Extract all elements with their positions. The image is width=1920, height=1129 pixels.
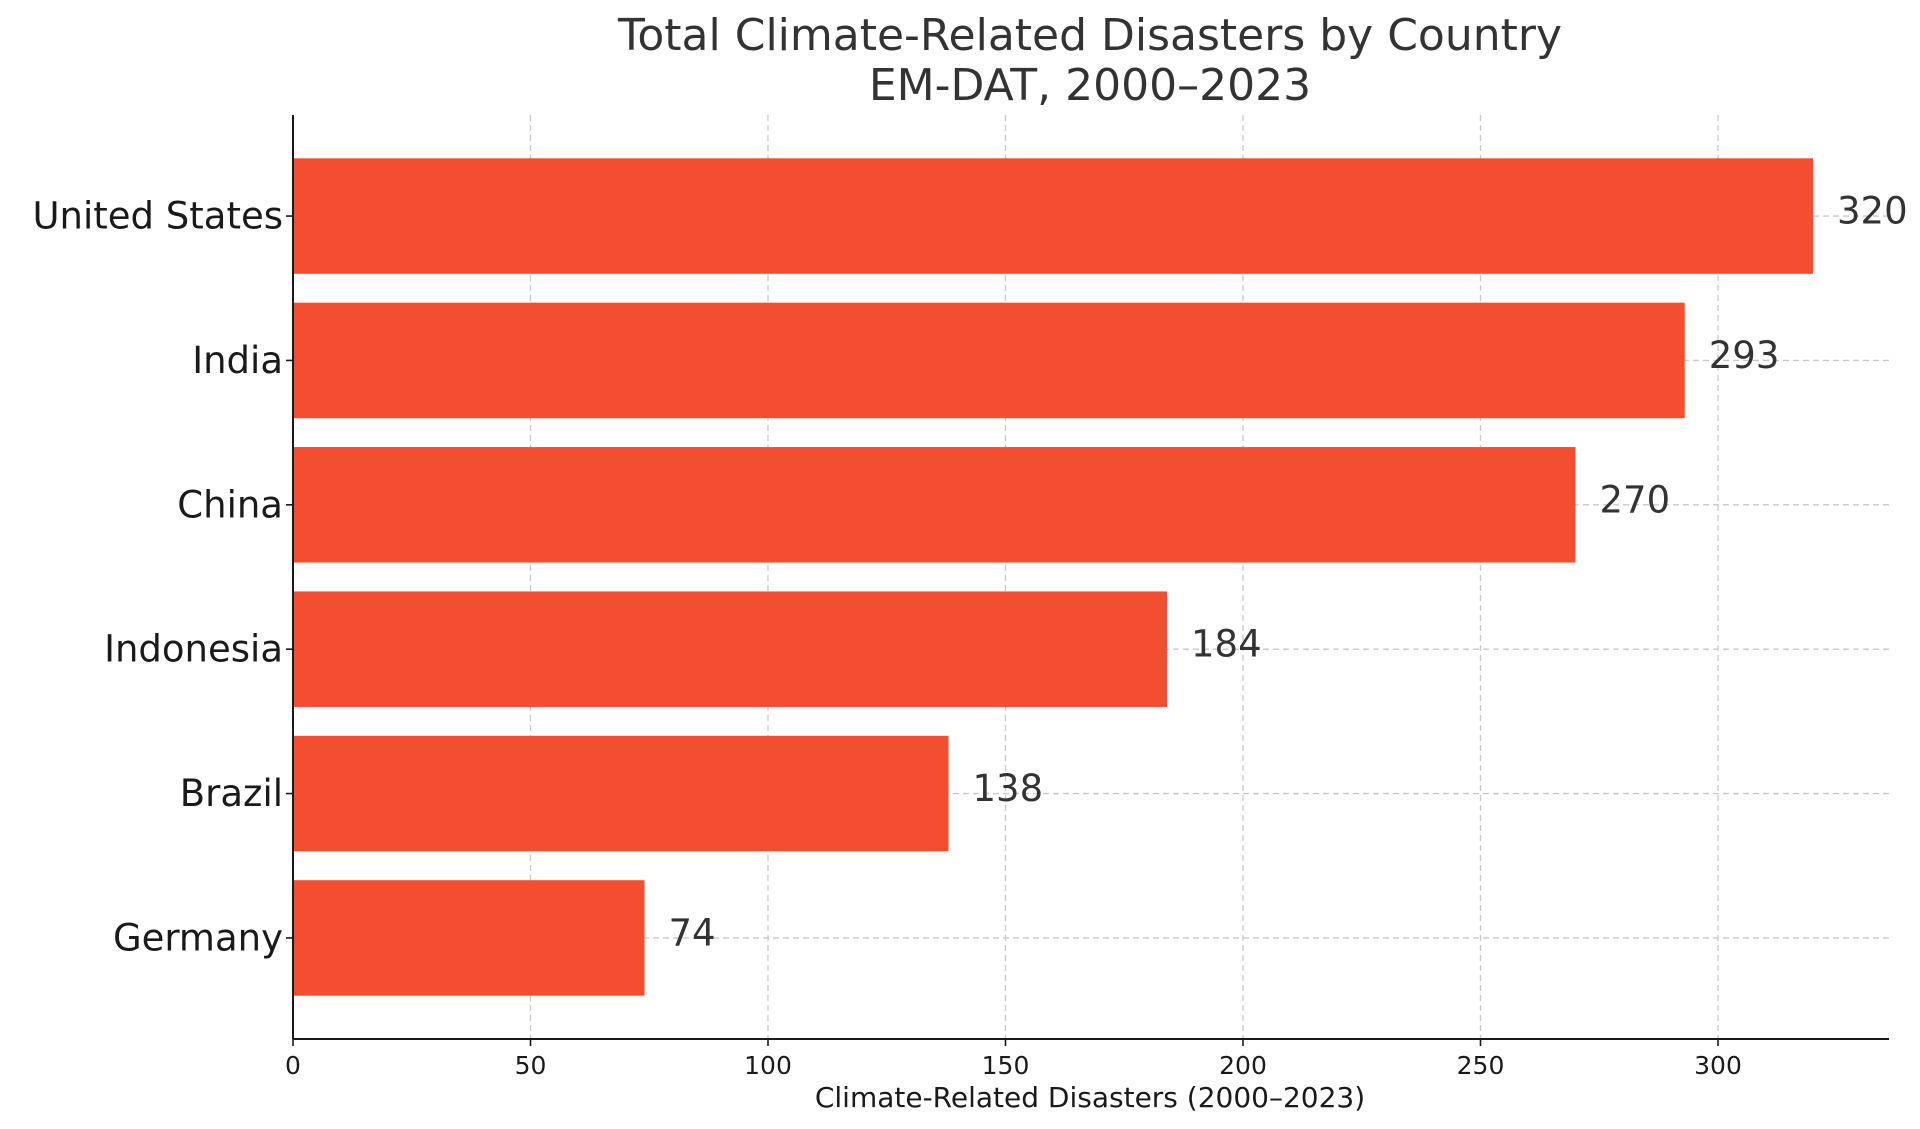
category-label: Indonesia	[104, 628, 283, 671]
axes-layer: 0 50 100 150 200 250 300	[285, 115, 1889, 1080]
category-label: India	[192, 339, 283, 382]
value-label: 74	[669, 911, 716, 954]
chart-title: Total Climate-Related Disasters by Count…	[617, 10, 1562, 61]
x-tick-label: 300	[1694, 1051, 1742, 1080]
x-tick-label: 150	[982, 1051, 1030, 1080]
x-tick-label: 0	[285, 1051, 301, 1080]
bar-china	[293, 447, 1576, 563]
value-label: 138	[973, 767, 1044, 810]
bar-brazil	[293, 735, 949, 852]
x-tick-label: 250	[1457, 1051, 1505, 1080]
x-tick-label: 50	[515, 1051, 547, 1080]
bar-indonesia	[293, 591, 1167, 707]
x-tick-label: 100	[744, 1051, 792, 1080]
bars-layer	[293, 158, 1813, 996]
category-label: United States	[32, 195, 283, 238]
category-label: Germany	[113, 916, 283, 959]
category-label: Brazil	[180, 772, 283, 815]
labels-layer: 320 United States 293 India 270 China 184 Indon…	[32, 190, 1907, 960]
value-label: 270	[1600, 478, 1671, 521]
x-tick-label: 200	[1219, 1051, 1267, 1080]
bar-india	[293, 302, 1685, 419]
value-label: 320	[1837, 190, 1908, 233]
chart-subtitle: EM-DAT, 2000–2023	[869, 60, 1311, 111]
x-axis-label: Climate-Related Disasters (2000–2023)	[815, 1081, 1365, 1114]
value-label: 184	[1191, 623, 1262, 666]
bar-united-states	[293, 158, 1813, 274]
category-label: China	[177, 483, 283, 526]
bar-germany	[293, 880, 645, 996]
value-label: 293	[1709, 334, 1780, 377]
